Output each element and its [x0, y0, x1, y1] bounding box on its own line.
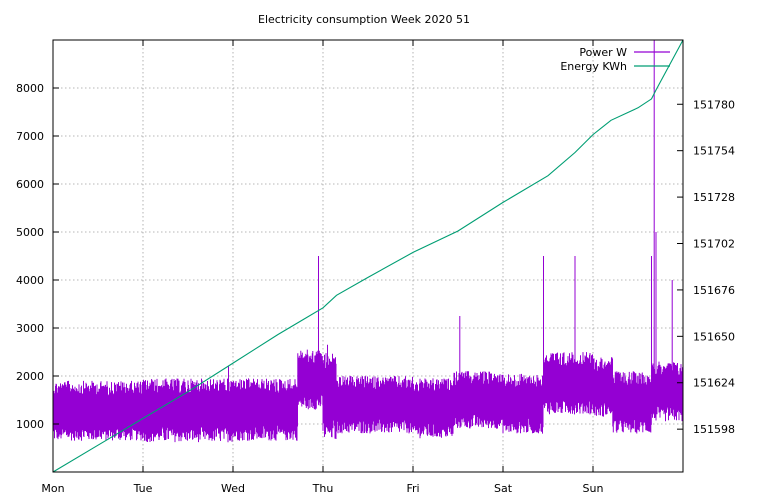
y-left-tick-label: 6000 [16, 178, 44, 191]
chart-title: Electricity consumption Week 2020 51 [258, 13, 470, 26]
power-series [52, 40, 683, 443]
y-left-tick-label: 1000 [16, 418, 44, 431]
x-tick-label: Sat [494, 482, 513, 495]
y-left-tick-label: 8000 [16, 82, 44, 95]
y-right-tick-label: 151780 [693, 98, 735, 111]
y-right-tick-label: 151728 [693, 191, 735, 204]
y-right-tick-label: 151598 [693, 423, 735, 436]
y-left-tick-label: 5000 [16, 226, 44, 239]
x-tick-label: Tue [133, 482, 153, 495]
y-left-tick-label: 2000 [16, 370, 44, 383]
x-tick-label: Thu [312, 482, 334, 495]
y-right-tick-label: 151702 [693, 238, 735, 251]
y-right-tick-label: 151624 [693, 377, 735, 390]
y-left-tick-label: 4000 [16, 274, 44, 287]
legend-label: Energy KWh [560, 60, 627, 73]
energy-series-line [52, 39, 684, 473]
y-right-tick-label: 151650 [693, 330, 735, 343]
y-left-tick-label: 3000 [16, 322, 44, 335]
power-series-band [52, 40, 683, 443]
legend-label: Power W [579, 46, 627, 59]
energy-series [52, 39, 684, 473]
y-right-tick-label: 151676 [693, 284, 735, 297]
axes: Mon Tue Wed Thu Fri Sat Sun 1000 2000 3000 4000 500… [16, 39, 735, 495]
x-tick-label: Fri [406, 482, 419, 495]
y-left-tick-label: 7000 [16, 130, 44, 143]
y-right-tick-label: 151754 [693, 145, 735, 158]
x-tick-label: Wed [221, 482, 245, 495]
x-tick-label: Sun [583, 482, 604, 495]
x-tick-label: Mon [41, 482, 64, 495]
plot-frame [52, 39, 684, 473]
